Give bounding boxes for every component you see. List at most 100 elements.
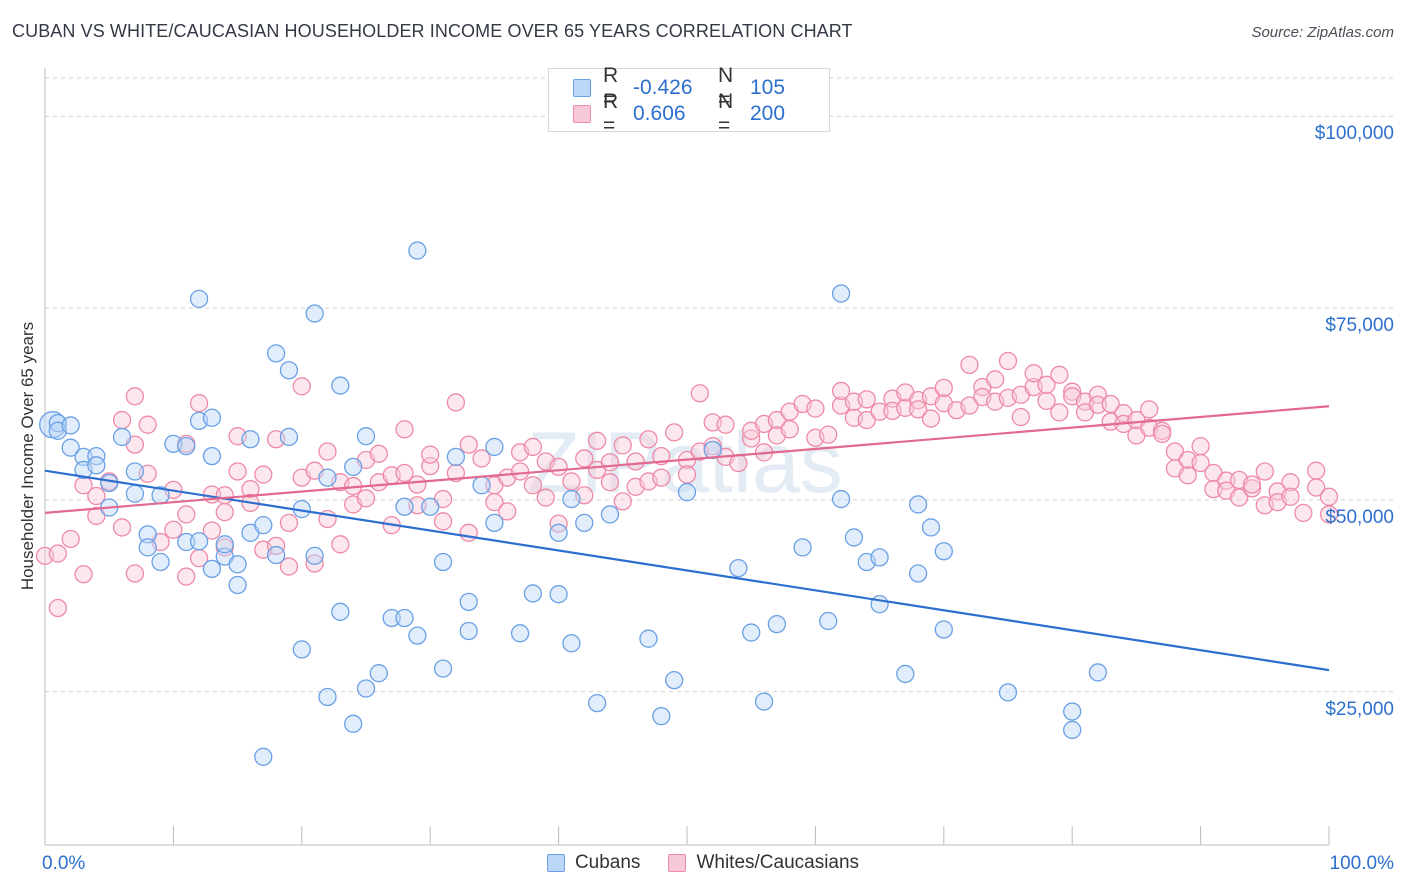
whites-point <box>266 536 286 556</box>
cubans-point <box>677 483 697 502</box>
source-label: Source: ZipAtlas.com <box>1251 24 1394 41</box>
whites-point <box>523 476 543 495</box>
whites-point <box>369 444 388 463</box>
whites-point <box>1217 471 1236 490</box>
cubans-point <box>921 518 941 537</box>
cubans-point <box>523 584 543 603</box>
cubans-point <box>1063 702 1082 721</box>
cubans-point <box>908 495 928 514</box>
legend-label-cubans: Cubans <box>574 852 641 873</box>
whites-point <box>1050 365 1069 384</box>
cubans-point <box>356 427 376 446</box>
whites-point <box>1050 403 1069 422</box>
whites-point <box>806 399 825 418</box>
legend-item-cubans[interactable]: Cubans <box>546 852 641 874</box>
whites-point <box>459 435 478 454</box>
cubans-point <box>395 497 414 516</box>
cubans-point <box>318 468 337 487</box>
cubans-point <box>549 585 568 604</box>
whites-point <box>472 449 491 468</box>
whites-point <box>1101 394 1120 414</box>
x-tick-min: 0.0% <box>42 853 86 874</box>
legend-item-whites[interactable]: Whites/Caucasians <box>668 852 859 874</box>
whites-point <box>523 437 543 457</box>
whites-point <box>279 513 299 533</box>
whites-point <box>857 390 876 409</box>
trend-lines <box>44 405 1330 672</box>
cubans-point <box>61 438 80 457</box>
whites-point <box>408 475 427 494</box>
whites-point <box>48 544 67 563</box>
cubans-point <box>202 446 222 466</box>
r-value: -0.426 <box>633 76 693 99</box>
whites-point <box>279 557 299 576</box>
cubans-point <box>408 241 427 260</box>
whites-point <box>780 420 799 439</box>
whites-point <box>960 396 979 415</box>
whites-point <box>986 370 1005 389</box>
whites-point <box>1037 375 1056 394</box>
cubans-point <box>177 532 196 552</box>
whites-point <box>254 465 273 484</box>
cubans-point <box>100 473 119 493</box>
cubans-point <box>138 538 157 557</box>
y-tick-label: $25,000 <box>1325 698 1394 720</box>
cubans-point <box>562 634 581 653</box>
n-value: 200 <box>750 102 786 125</box>
r-value: 0.606 <box>633 102 686 125</box>
cubans-point <box>844 528 864 547</box>
whites-point <box>292 377 311 396</box>
whites-point <box>1024 364 1043 383</box>
cubans-point <box>189 532 209 551</box>
cubans-point <box>125 484 145 503</box>
cubans-point <box>266 545 286 565</box>
whites-point <box>677 465 697 484</box>
whites-point <box>318 442 337 461</box>
whites-point <box>767 410 787 430</box>
whites-point <box>934 378 953 398</box>
whites-point <box>1294 503 1313 523</box>
cubans-point <box>485 437 504 457</box>
whites-point <box>215 502 234 522</box>
whites-point <box>613 436 632 455</box>
whites-point <box>600 453 620 472</box>
whites-point <box>1088 385 1108 404</box>
cubans-point <box>125 462 145 481</box>
whites-point <box>587 431 607 450</box>
whites-point <box>1063 382 1082 401</box>
whites-point <box>74 565 93 584</box>
whites-point <box>61 529 80 549</box>
whites-point <box>189 394 209 413</box>
whites-point <box>177 505 196 524</box>
series-legend: Cubans Whites/Caucasians <box>0 852 1406 874</box>
cubans-trend-line <box>44 469 1330 672</box>
whites-point <box>164 520 183 539</box>
blue-swatch <box>546 854 565 872</box>
whites-point <box>690 384 709 403</box>
r-label: R = <box>603 90 619 137</box>
cubans-point <box>575 513 594 533</box>
whites-point <box>1242 475 1262 494</box>
cubans-point <box>344 457 363 477</box>
cubans-point <box>665 670 684 690</box>
whites-point <box>575 449 594 468</box>
cubans-point <box>266 344 286 363</box>
cubans-point <box>793 538 812 557</box>
whites-point <box>125 387 145 406</box>
cubans-point <box>742 623 761 642</box>
cubans-point <box>344 714 363 733</box>
cubans-point <box>228 575 247 595</box>
y-axis-label: Householder Income Over 65 years <box>18 321 37 591</box>
legend-label-whites: Whites/Caucasians <box>696 852 860 873</box>
whites-point <box>356 489 376 508</box>
legend-row-whites: R = 0.606 N = 200 <box>573 90 786 137</box>
cubans-point <box>870 595 889 614</box>
cubans-point <box>202 408 222 427</box>
cubans-point <box>998 683 1018 702</box>
cubans-point <box>408 626 427 645</box>
whites-point <box>652 468 671 487</box>
cubans-point <box>1088 663 1108 682</box>
whites-point <box>498 502 517 521</box>
whites-point <box>459 523 478 542</box>
whites-point <box>433 512 453 531</box>
